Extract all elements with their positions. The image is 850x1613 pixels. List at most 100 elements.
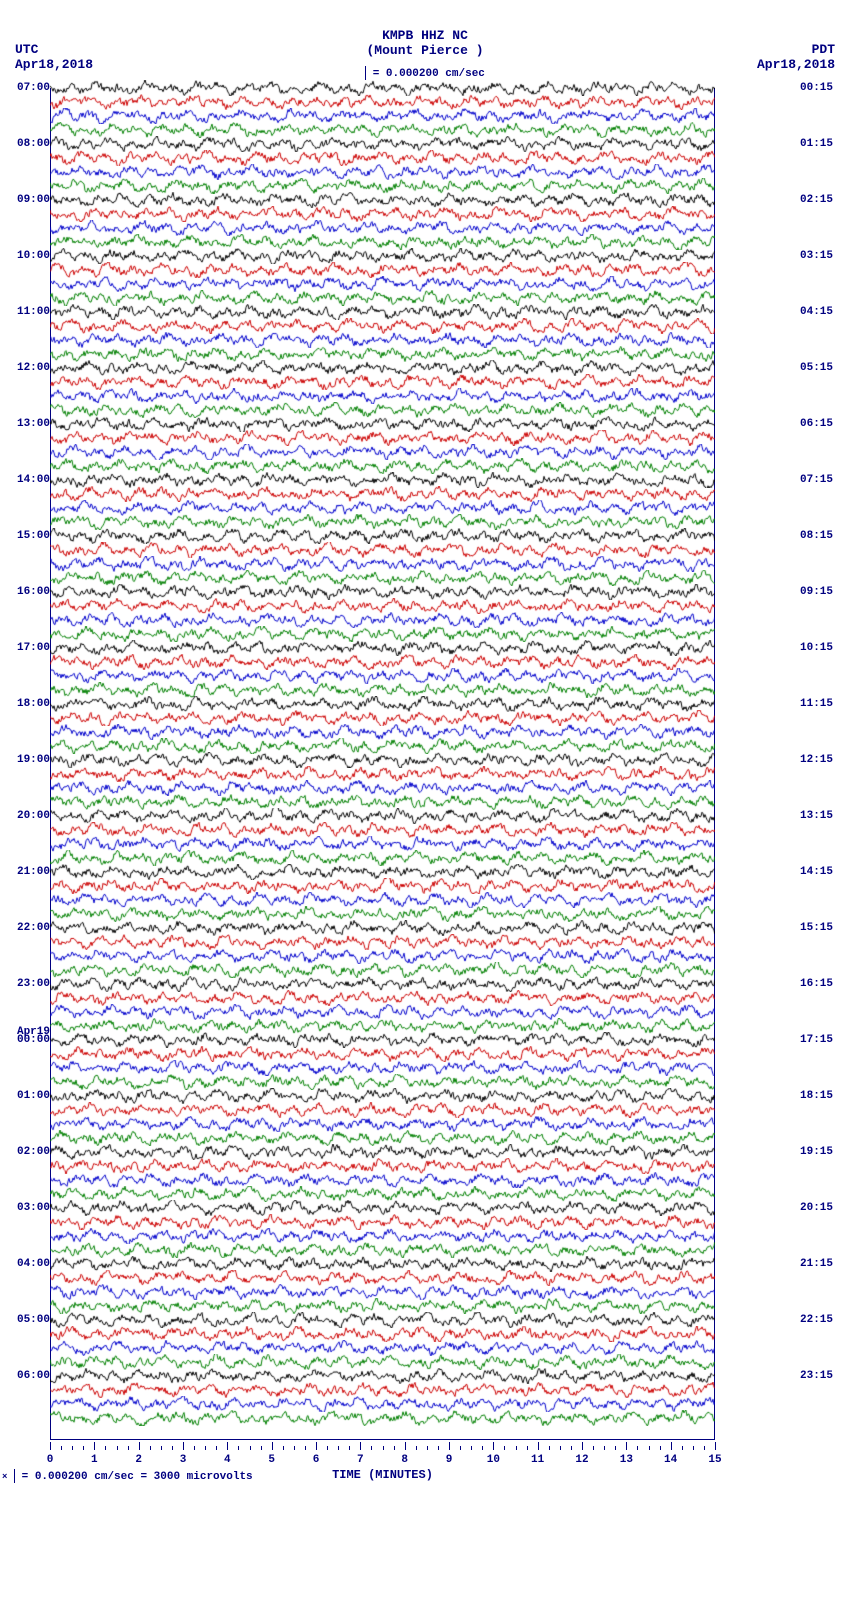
x-tick-minor (194, 1446, 195, 1450)
x-tick-label: 4 (224, 1454, 231, 1466)
x-tick-minor (128, 1446, 129, 1450)
pdt-time: 11:15 (800, 698, 833, 710)
pdt-time: 19:15 (800, 1146, 833, 1158)
x-tick-minor (61, 1446, 62, 1450)
scale-indicator: = 0.000200 cm/sec (0, 66, 850, 80)
x-tick (50, 1442, 51, 1450)
pdt-time: 04:15 (800, 306, 833, 318)
x-tick-label: 6 (313, 1454, 320, 1466)
x-tick-minor (349, 1446, 350, 1450)
x-tick-minor (238, 1446, 239, 1450)
x-tick-minor (150, 1446, 151, 1450)
x-tick (582, 1442, 583, 1450)
x-tick-minor (216, 1446, 217, 1450)
x-tick-minor (261, 1446, 262, 1450)
pdt-time: 20:15 (800, 1202, 833, 1214)
utc-time: 22:00 (17, 922, 50, 934)
x-tick-label: 12 (575, 1454, 588, 1466)
pdt-time: 17:15 (800, 1034, 833, 1046)
x-tick-minor (117, 1446, 118, 1450)
x-tick-minor (527, 1446, 528, 1450)
x-tick-minor (327, 1446, 328, 1450)
x-tick (449, 1442, 450, 1450)
x-tick-label: 0 (47, 1454, 54, 1466)
left-timezone: UTCApr18,2018 (15, 42, 93, 72)
x-tick-minor (516, 1446, 517, 1450)
x-tick (493, 1442, 494, 1450)
x-tick-label: 3 (180, 1454, 187, 1466)
x-tick-label: 14 (664, 1454, 677, 1466)
x-tick-minor (660, 1446, 661, 1450)
station-code: KMPB HHZ NC (0, 28, 850, 43)
pdt-time: 05:15 (800, 362, 833, 374)
x-tick-minor (460, 1446, 461, 1450)
x-tick-label: 1 (91, 1454, 98, 1466)
x-tick-label: 2 (135, 1454, 142, 1466)
pdt-time: 06:15 (800, 418, 833, 430)
pdt-time: 22:15 (800, 1314, 833, 1326)
utc-time: 00:00 (17, 1034, 50, 1046)
x-tick-minor (682, 1446, 683, 1450)
utc-time: 17:00 (17, 642, 50, 654)
x-tick (715, 1442, 716, 1450)
utc-time: 08:00 (17, 138, 50, 150)
pdt-time: 07:15 (800, 474, 833, 486)
x-tick-minor (161, 1446, 162, 1450)
x-tick-minor (283, 1446, 284, 1450)
pdt-time: 01:15 (800, 138, 833, 150)
utc-time: 21:00 (17, 866, 50, 878)
pdt-time: 08:15 (800, 530, 833, 542)
utc-time: 16:00 (17, 586, 50, 598)
x-tick-minor (83, 1446, 84, 1450)
x-tick-minor (105, 1446, 106, 1450)
x-tick-minor (427, 1446, 428, 1450)
utc-time: 19:00 (17, 754, 50, 766)
x-tick-minor (615, 1446, 616, 1450)
x-tick-minor (604, 1446, 605, 1450)
x-tick-minor (72, 1446, 73, 1450)
x-tick-minor (649, 1446, 650, 1450)
utc-time: 14:00 (17, 474, 50, 486)
pdt-time-labels: 00:1501:1502:1503:1504:1505:1506:1507:15… (800, 88, 838, 1440)
utc-time: 03:00 (17, 1202, 50, 1214)
station-location: (Mount Pierce ) (0, 43, 850, 58)
utc-time: 18:00 (17, 698, 50, 710)
pdt-time: 10:15 (800, 642, 833, 654)
x-tick-minor (504, 1446, 505, 1450)
x-tick-minor (394, 1446, 395, 1450)
x-tick-minor (305, 1446, 306, 1450)
pdt-time: 03:15 (800, 250, 833, 262)
x-tick (626, 1442, 627, 1450)
utc-time-labels: 07:0008:0009:0010:0011:0012:0013:0014:00… (12, 88, 50, 1440)
right-timezone: PDTApr18,2018 (757, 42, 835, 72)
header: KMPB HHZ NC (Mount Pierce ) = 0.000200 c… (0, 28, 850, 83)
x-tick-label: 10 (487, 1454, 500, 1466)
utc-time: 15:00 (17, 530, 50, 542)
pdt-time: 02:15 (800, 194, 833, 206)
helicorder-page: KMPB HHZ NC (Mount Pierce ) = 0.000200 c… (0, 0, 850, 1613)
x-axis-line (50, 1439, 715, 1440)
pdt-time: 23:15 (800, 1370, 833, 1382)
x-tick-minor (438, 1446, 439, 1450)
utc-time: 11:00 (17, 306, 50, 318)
x-tick (360, 1442, 361, 1450)
seismogram-plot (50, 88, 715, 1440)
x-tick-minor (416, 1446, 417, 1450)
x-tick-label: 15 (708, 1454, 721, 1466)
x-tick (183, 1442, 184, 1450)
pdt-time: 12:15 (800, 754, 833, 766)
x-tick-minor (593, 1446, 594, 1450)
x-tick-minor (693, 1446, 694, 1450)
x-tick-minor (383, 1446, 384, 1450)
utc-time: 09:00 (17, 194, 50, 206)
utc-time: 05:00 (17, 1314, 50, 1326)
pdt-time: 09:15 (800, 586, 833, 598)
utc-time: 01:00 (17, 1090, 50, 1102)
x-tick-minor (637, 1446, 638, 1450)
x-tick-minor (294, 1446, 295, 1450)
x-tick (405, 1442, 406, 1450)
x-tick-label: 13 (620, 1454, 633, 1466)
x-tick (94, 1442, 95, 1450)
pdt-time: 15:15 (800, 922, 833, 934)
x-tick-minor (549, 1446, 550, 1450)
